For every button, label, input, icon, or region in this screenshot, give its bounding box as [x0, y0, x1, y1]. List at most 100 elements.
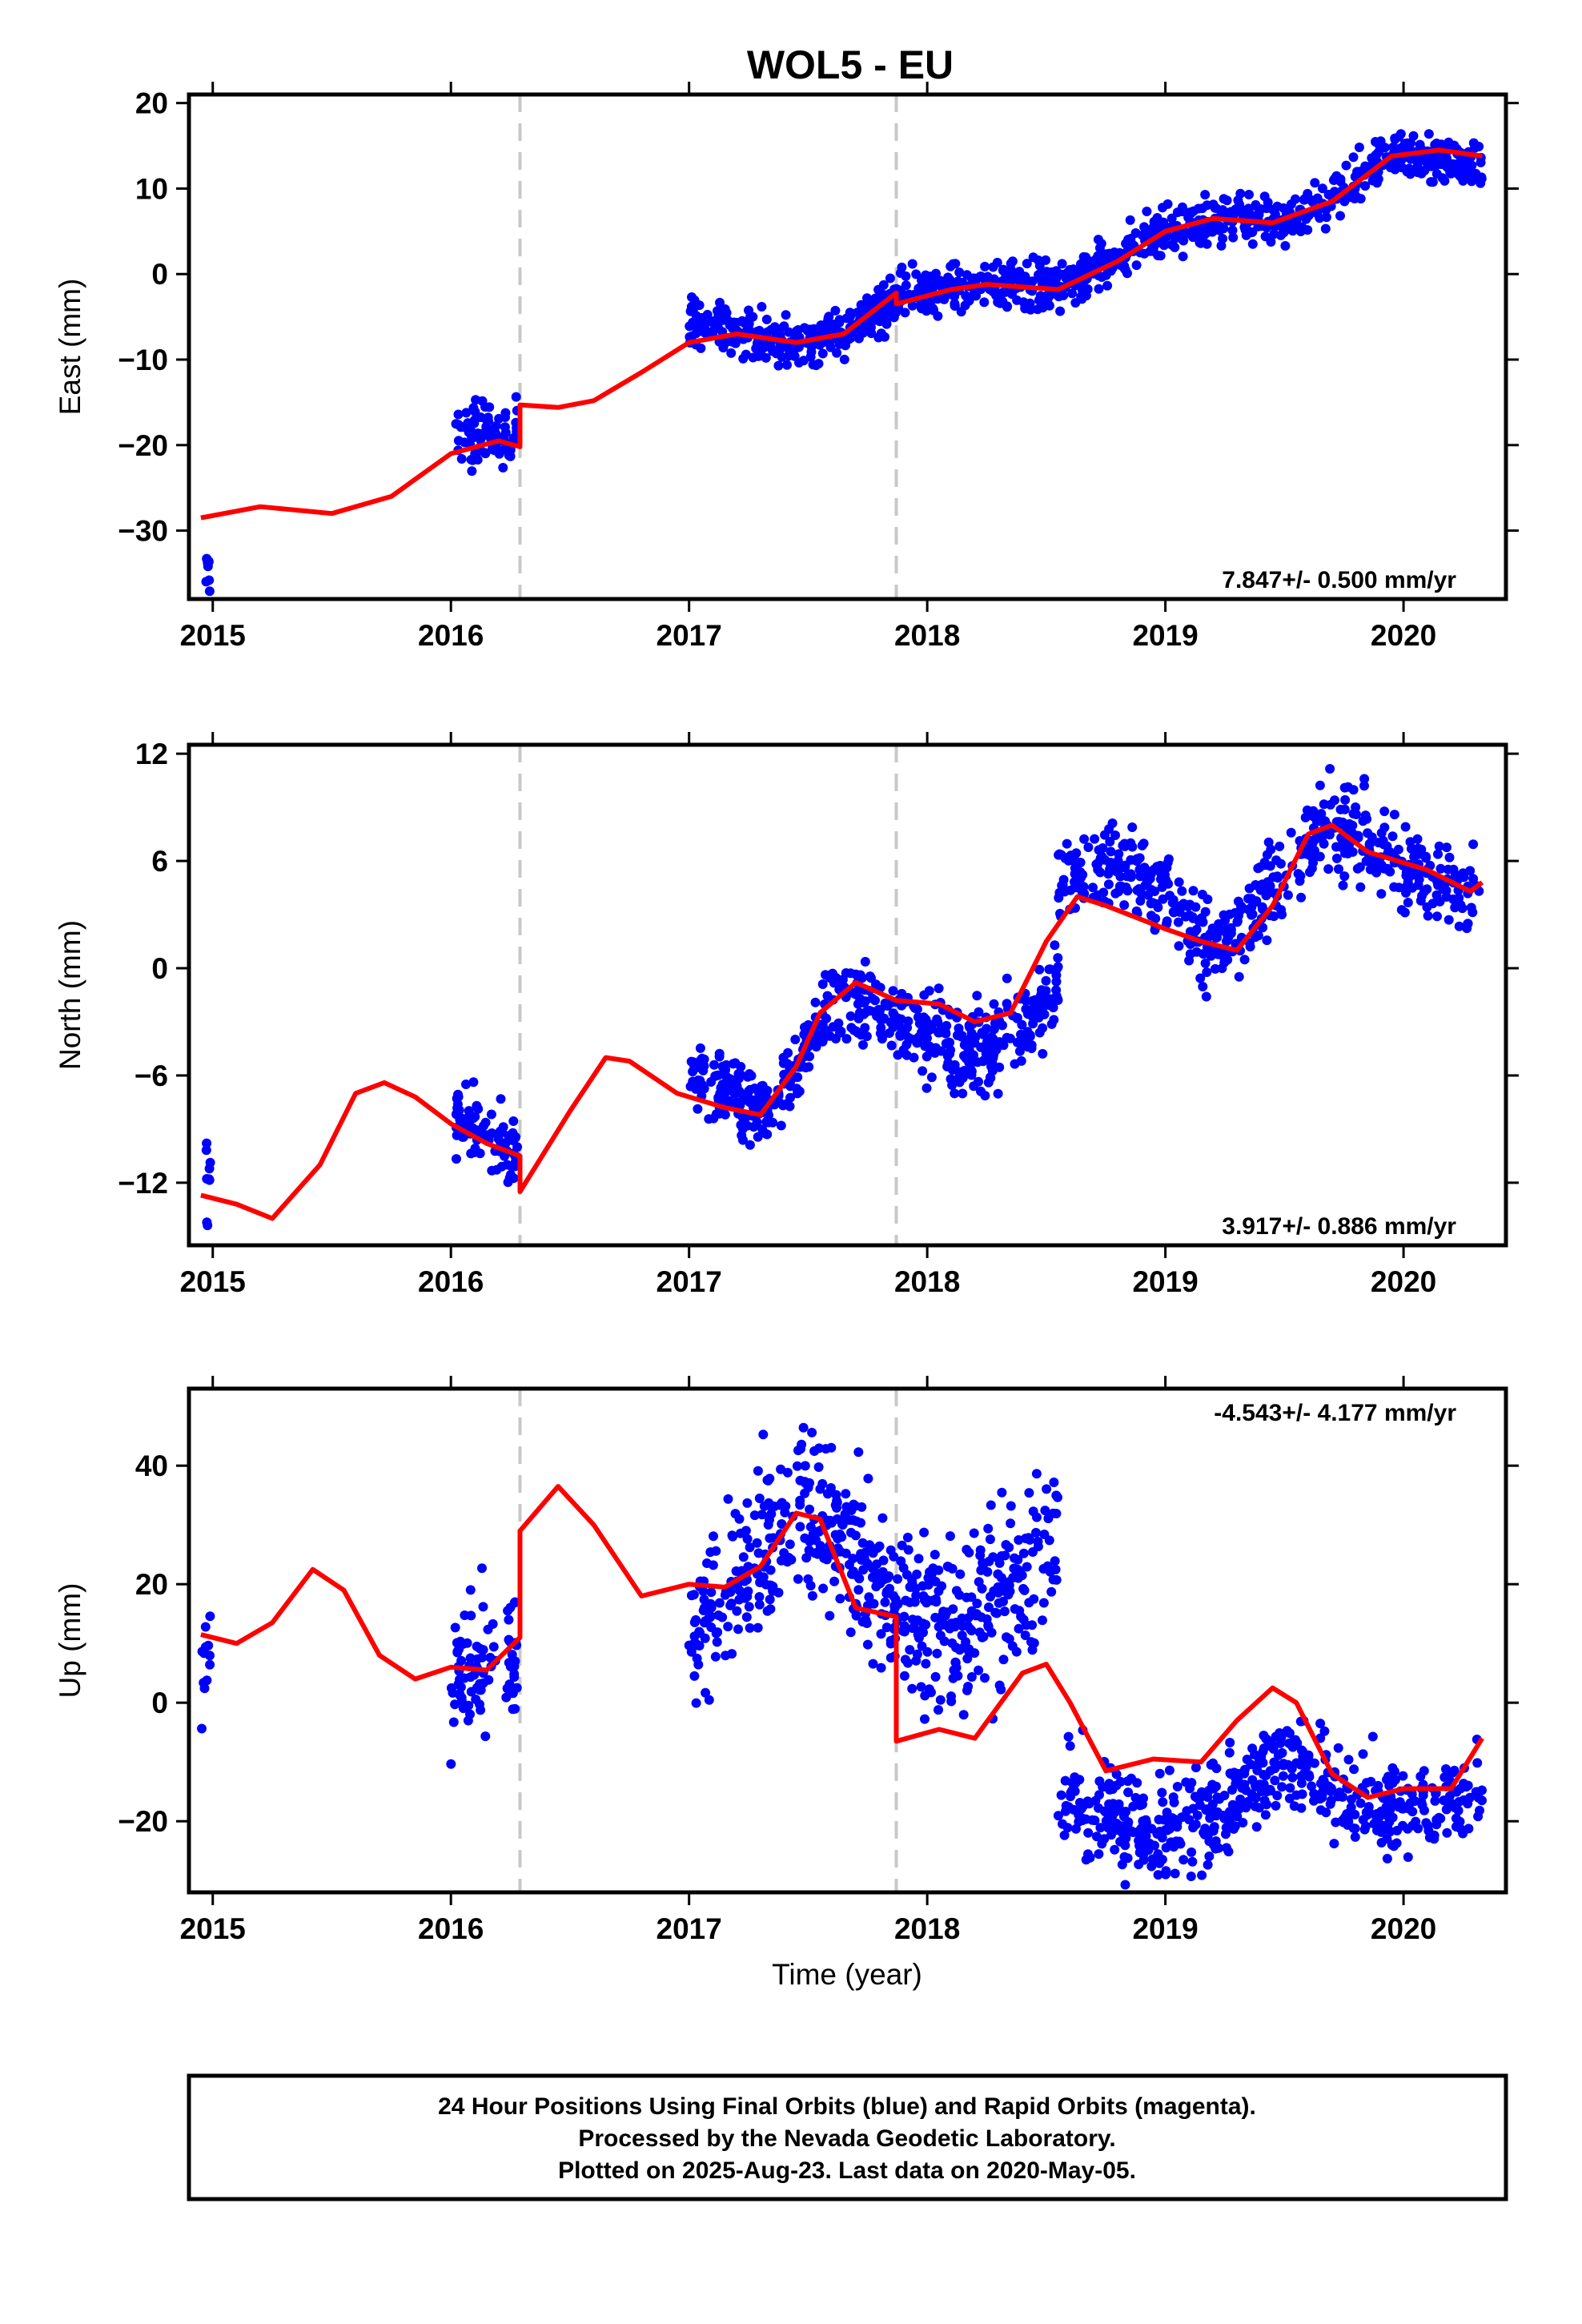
data-point [1143, 866, 1153, 877]
data-point [1045, 964, 1055, 975]
data-point [1442, 842, 1452, 853]
data-point [1125, 215, 1135, 225]
data-point [836, 1027, 846, 1036]
footer-box: 24 Hour Positions Using Final Orbits (bl… [187, 2073, 1508, 2201]
data-point [935, 1695, 946, 1705]
data-point [955, 1569, 966, 1579]
data-point [694, 1641, 705, 1651]
x-tick-label: 2019 [1132, 1912, 1198, 1945]
data-point [774, 344, 785, 354]
data-point [939, 294, 950, 304]
data-point [1387, 1839, 1397, 1850]
data-point [1070, 1786, 1080, 1796]
data-point [1279, 203, 1288, 213]
data-point [1251, 880, 1261, 890]
data-point [1178, 235, 1188, 245]
data-point [1117, 1860, 1127, 1870]
data-point [985, 1534, 995, 1545]
data-point [727, 1530, 737, 1541]
data-point [885, 1545, 896, 1555]
data-point [1178, 899, 1189, 909]
data-point [989, 274, 999, 284]
data-point [815, 1541, 825, 1551]
data-point [1315, 1779, 1326, 1789]
data-point [1110, 888, 1121, 899]
x-tick-label: 2019 [1132, 619, 1198, 652]
data-point [1138, 1816, 1148, 1827]
data-point [897, 1540, 907, 1550]
data-point [813, 1526, 823, 1537]
data-point [889, 312, 899, 323]
data-point [727, 1649, 737, 1659]
data-point [974, 1007, 984, 1017]
data-point [966, 1066, 977, 1076]
data-point [1293, 869, 1303, 879]
data-point [1253, 863, 1263, 874]
data-point [1185, 1783, 1195, 1794]
data-point [496, 1094, 506, 1104]
data-point [1178, 251, 1188, 262]
data-point [841, 1502, 852, 1512]
data-point [1028, 1547, 1038, 1557]
data-point [1051, 985, 1062, 995]
x-tick-label: 2015 [180, 1265, 246, 1298]
data-point [1442, 162, 1452, 172]
data-point [1328, 175, 1339, 185]
data-point [937, 1616, 946, 1626]
data-point [1385, 866, 1395, 877]
data-point [1291, 1758, 1302, 1768]
data-point [1354, 143, 1364, 152]
data-point [736, 1528, 745, 1538]
data-point [1227, 1785, 1237, 1795]
data-point [1057, 259, 1067, 269]
data-point [993, 1582, 1003, 1592]
data-point [1265, 1766, 1275, 1776]
data-point [942, 1061, 953, 1072]
data-point [1107, 1784, 1118, 1795]
data-point [503, 1606, 513, 1616]
data-point [1279, 1759, 1289, 1769]
data-point [763, 1475, 773, 1486]
data-point [935, 1630, 946, 1641]
data-point [1004, 275, 1014, 285]
data-point [972, 1598, 982, 1609]
data-point [203, 1220, 213, 1231]
data-point [997, 1487, 1007, 1498]
data-point [1203, 1860, 1213, 1870]
data-point [833, 978, 843, 988]
data-point [1094, 283, 1104, 294]
x-axis-title: Time (year) [772, 1958, 922, 1991]
data-point [992, 1608, 1002, 1618]
data-point [723, 1494, 733, 1504]
data-point [1241, 206, 1251, 216]
data-point [1226, 923, 1236, 933]
data-point [461, 408, 472, 418]
data-point [1382, 1853, 1392, 1864]
data-point [974, 1076, 983, 1087]
data-point [1101, 270, 1111, 280]
data-point [841, 1034, 852, 1044]
data-point [1333, 1743, 1343, 1753]
data-point [807, 1590, 817, 1601]
data-point [1053, 1492, 1062, 1502]
data-point [1239, 1768, 1250, 1779]
data-point [1187, 1856, 1198, 1867]
data-point [1013, 1573, 1023, 1583]
data-point [1416, 844, 1427, 854]
data-point [1251, 1822, 1262, 1832]
data-point [501, 1137, 511, 1148]
data-point [1049, 1478, 1059, 1487]
data-point [1216, 240, 1227, 251]
data-point [1186, 1872, 1196, 1881]
data-point [453, 409, 464, 420]
data-point [1195, 1800, 1205, 1811]
data-point [1192, 1810, 1203, 1820]
data-point [980, 1673, 990, 1683]
data-point [1016, 1055, 1026, 1066]
data-point [1254, 1803, 1264, 1813]
data-point [696, 343, 706, 353]
data-point [878, 308, 888, 318]
data-point [1271, 1731, 1281, 1742]
data-point [758, 1572, 769, 1582]
data-point [999, 1606, 1010, 1617]
